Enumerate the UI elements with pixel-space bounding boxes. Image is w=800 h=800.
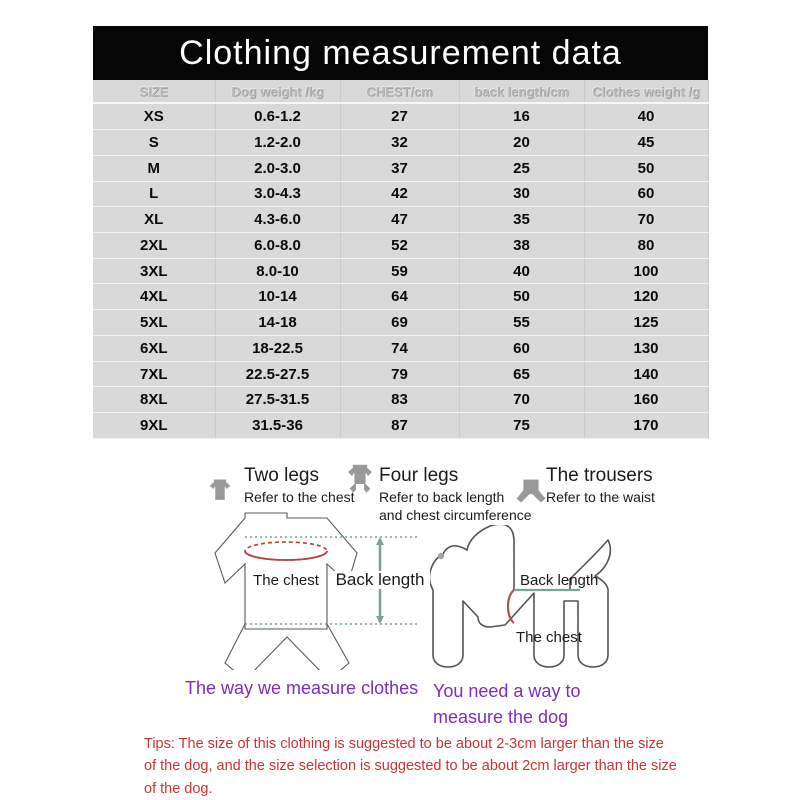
svg-text:Back length: Back length [336,570,425,589]
svg-text:Back length: Back length [520,572,598,589]
svg-text:The chest: The chest [516,629,583,646]
